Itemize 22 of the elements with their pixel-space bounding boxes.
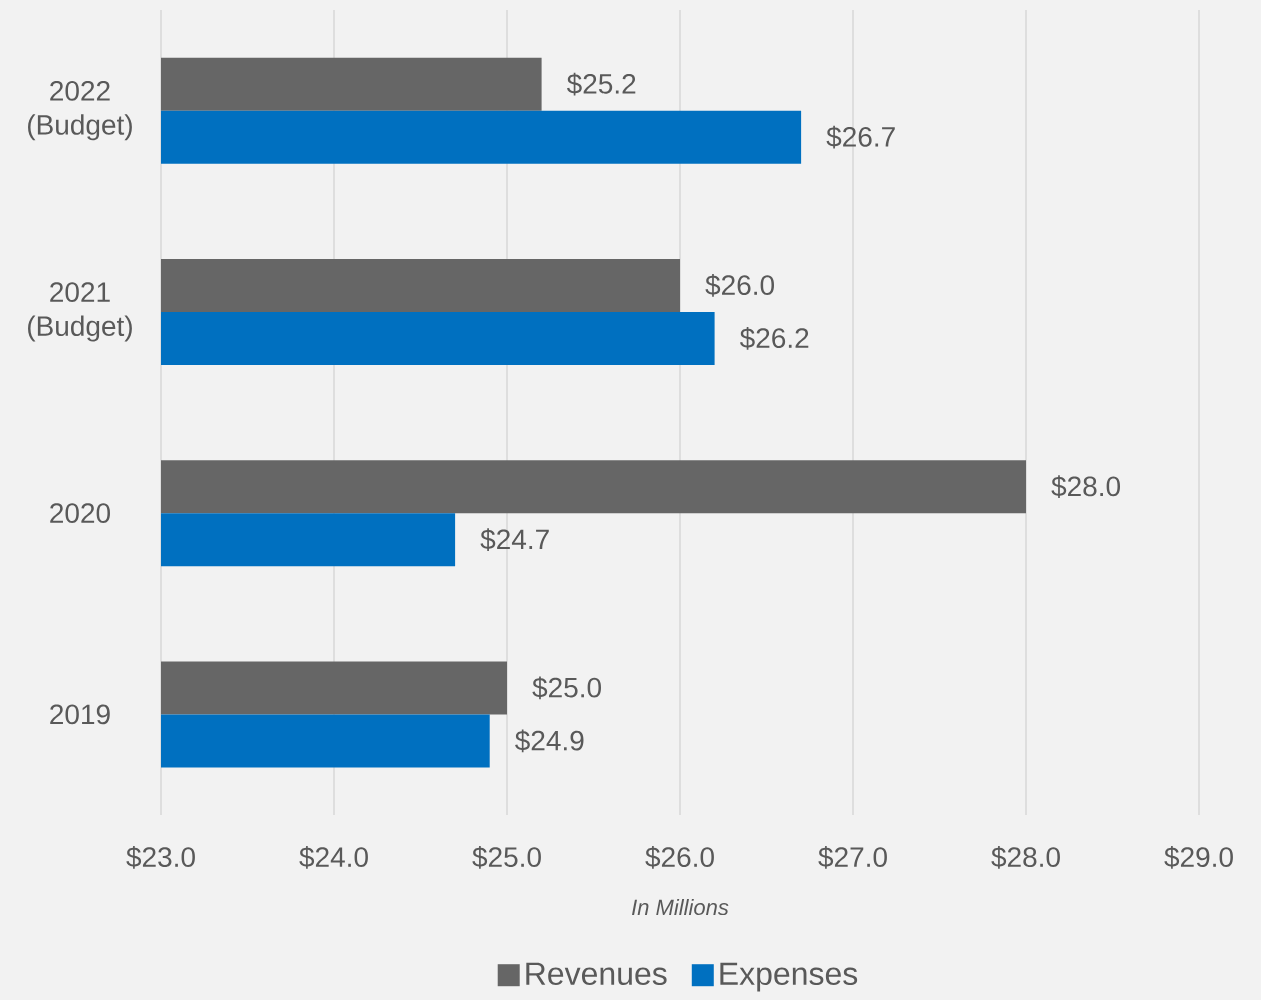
y-tick-label: 2019 <box>50 704 110 725</box>
x-tick-label: $26.0 <box>645 846 714 869</box>
legend-label: Revenues <box>526 962 667 986</box>
x-tick-label: $25.0 <box>472 846 541 869</box>
data-label: $25.0 <box>532 676 601 700</box>
data-label: $24.9 <box>515 729 584 753</box>
data-label: $26.0 <box>705 274 774 297</box>
x-tick-label: $24.0 <box>299 846 368 869</box>
data-label: $26.7 <box>826 125 895 149</box>
data-label: $25.2 <box>566 72 636 96</box>
x-tick-label: $23.0 <box>126 846 195 869</box>
y-tick-label: 2020 <box>50 503 110 524</box>
x-tick-label: $29.0 <box>1164 846 1233 869</box>
y-tick-label: 2022 (Budget) <box>28 80 132 141</box>
x-tick-label: $28.0 <box>991 846 1060 869</box>
legend-label: Expenses <box>720 962 858 992</box>
x-axis-title: In Millions <box>631 898 729 916</box>
y-tick-label: 2021 (Budget) <box>28 282 132 342</box>
x-tick-label: $27.0 <box>818 846 887 869</box>
data-label: $28.0 <box>1051 475 1120 498</box>
data-label: $26.2 <box>739 327 809 350</box>
data-label: $24.7 <box>480 528 549 551</box>
